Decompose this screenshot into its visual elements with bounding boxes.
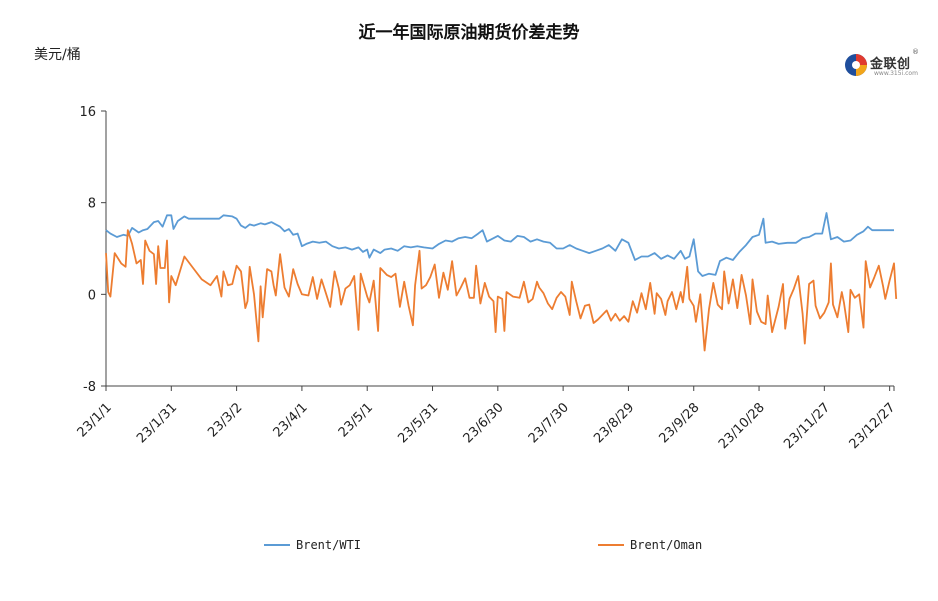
y-tick-label: 8 — [88, 197, 96, 212]
x-tick-label: 23/7/30 — [526, 400, 572, 446]
y-tick-label: -8 — [83, 380, 96, 395]
chart-title: 近一年国际原油期货价差走势 — [358, 23, 580, 43]
logo-text: 金联创 — [870, 57, 911, 72]
x-tick-label: 23/12/27 — [847, 400, 899, 452]
x-tick-label: 23/9/28 — [657, 400, 703, 446]
chart-series-lines — [105, 212, 898, 352]
x-tick-label: 23/10/28 — [716, 400, 768, 452]
chart-legend: Brent/WTI Brent/Oman — [264, 538, 702, 552]
logo-registered-mark: ® — [912, 48, 919, 56]
brand-logo: 金联创 ® www.315i.com — [844, 48, 919, 80]
x-tick-label: 23/6/30 — [461, 400, 507, 446]
x-tick-label: 23/11/27 — [781, 400, 833, 452]
legend-item-brent-wti: Brent/WTI — [264, 538, 361, 552]
x-tick-label: 23/1/1 — [75, 400, 115, 440]
x-tick-label: 23/4/1 — [271, 400, 311, 440]
logo-url: www.315i.com — [874, 70, 918, 77]
legend-item-brent-oman: Brent/Oman — [598, 538, 702, 552]
y-tick-label: 16 — [79, 105, 96, 120]
x-tick-label: 23/1/31 — [134, 400, 180, 446]
series-line-brent-oman — [105, 229, 898, 352]
x-tick-label: 23/5/31 — [395, 400, 441, 446]
y-axis-unit-label: 美元/桶 — [34, 47, 81, 63]
chart-axes: -8 0 8 16 23/1/1 23/1/31 23/3/2 23/4/1 23/5/1 23/… — [75, 105, 899, 452]
logo-mark-icon — [845, 54, 867, 76]
y-tick-label: 0 — [88, 288, 96, 303]
legend-label: Brent/Oman — [630, 538, 702, 552]
series-line-brent-wti — [105, 212, 894, 277]
x-tick-label: 23/3/2 — [205, 400, 245, 440]
x-tick-label: 23/8/29 — [591, 400, 637, 446]
legend-label: Brent/WTI — [296, 538, 361, 552]
x-tick-label: 23/5/1 — [336, 400, 376, 440]
